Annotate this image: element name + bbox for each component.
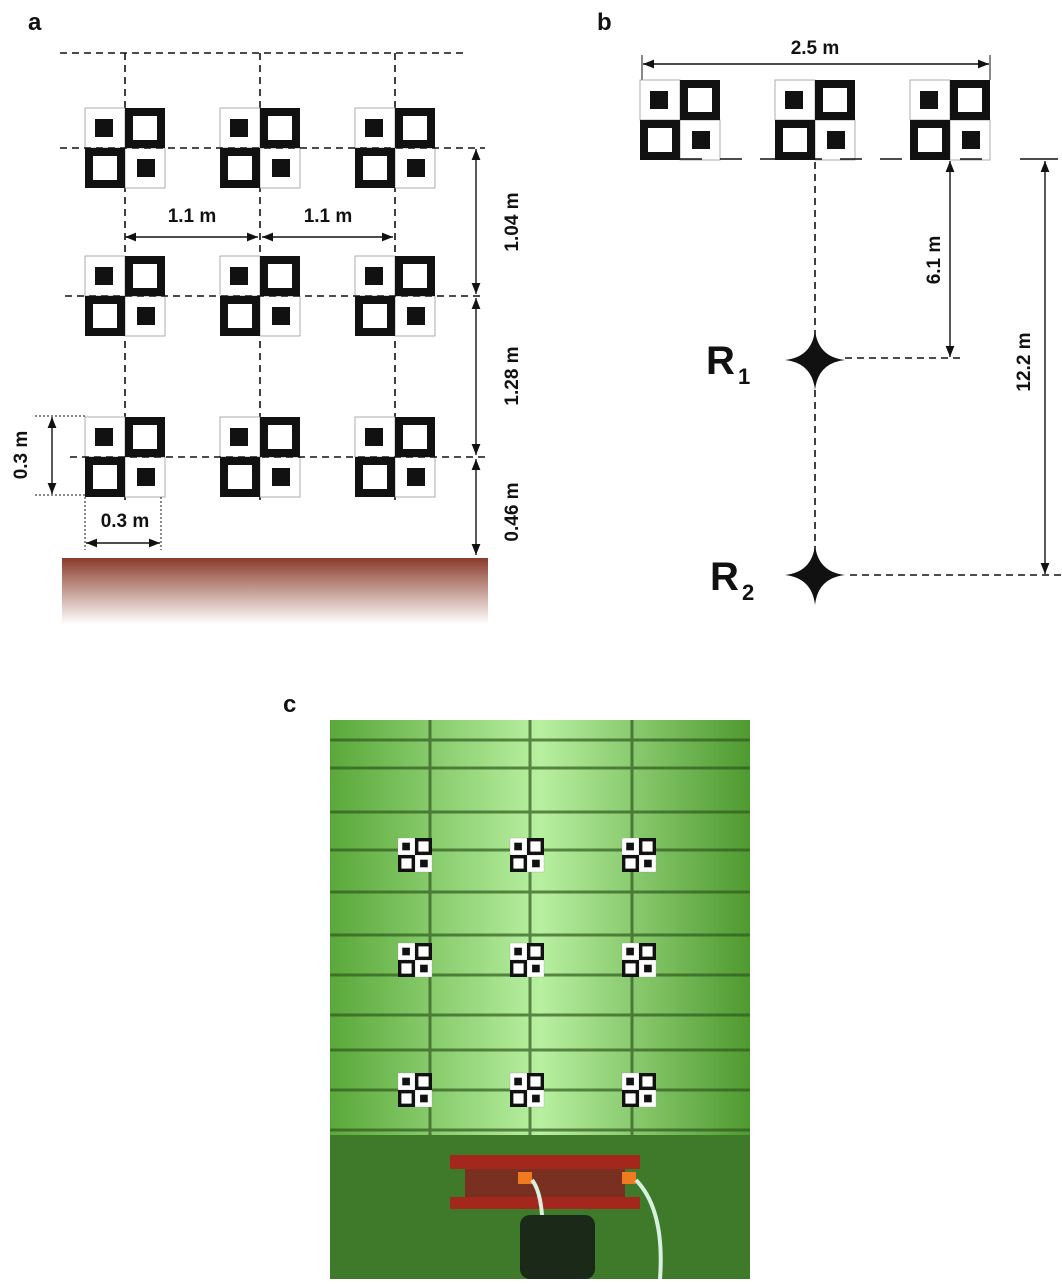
shape (640, 80, 720, 160)
receiver-label: R (706, 339, 735, 383)
shape (622, 838, 656, 872)
targets (85, 108, 435, 497)
panel-label: a (28, 9, 42, 36)
shape (622, 1172, 636, 1184)
dimension-label: 1.1 m (168, 206, 217, 227)
figure: a 1.1 m 1.1 m 1.04 m 1.28 m 0.46 m 0.3 m… (0, 0, 1062, 1279)
shape (910, 80, 990, 160)
ground (62, 558, 488, 624)
receiver-subscript: 1 (738, 364, 750, 389)
panel-c: c (283, 691, 750, 1279)
shape (510, 838, 544, 872)
shape (622, 1073, 656, 1107)
shape (510, 1073, 544, 1107)
dimension-label: 0.3 m (11, 431, 32, 480)
dimension-label: 1.28 m (502, 346, 523, 405)
dimension-label: 2.5 m (791, 38, 840, 59)
shape (785, 545, 845, 605)
panel-b: b 2.5 m R 1 R 2 6.1 m 12.2 m (597, 9, 1062, 605)
shape (398, 1073, 432, 1107)
shape (510, 943, 544, 977)
receiver-label: R (710, 555, 739, 599)
shape (465, 1169, 625, 1197)
panel-label: b (597, 9, 612, 36)
dimension-label: 6.1 m (924, 236, 945, 285)
shape (450, 1155, 640, 1169)
receiver-subscript: 2 (742, 580, 754, 605)
shape (398, 838, 432, 872)
shape (775, 80, 855, 160)
shape (520, 1215, 595, 1279)
dimension-label: 1.1 m (304, 206, 353, 227)
shape (518, 1172, 532, 1184)
shape (398, 943, 432, 977)
dimension-label: 1.04 m (502, 192, 523, 251)
dimension-label: 0.3 m (101, 511, 150, 532)
shape (450, 1197, 640, 1209)
panel-label: c (283, 691, 296, 718)
dimension-label: 0.46 m (502, 482, 523, 541)
shape (785, 330, 845, 390)
shape (622, 943, 656, 977)
dimension-label: 12.2 m (1014, 332, 1035, 391)
panel-a: a 1.1 m 1.1 m 1.04 m 1.28 m 0.46 m 0.3 m… (11, 9, 523, 624)
